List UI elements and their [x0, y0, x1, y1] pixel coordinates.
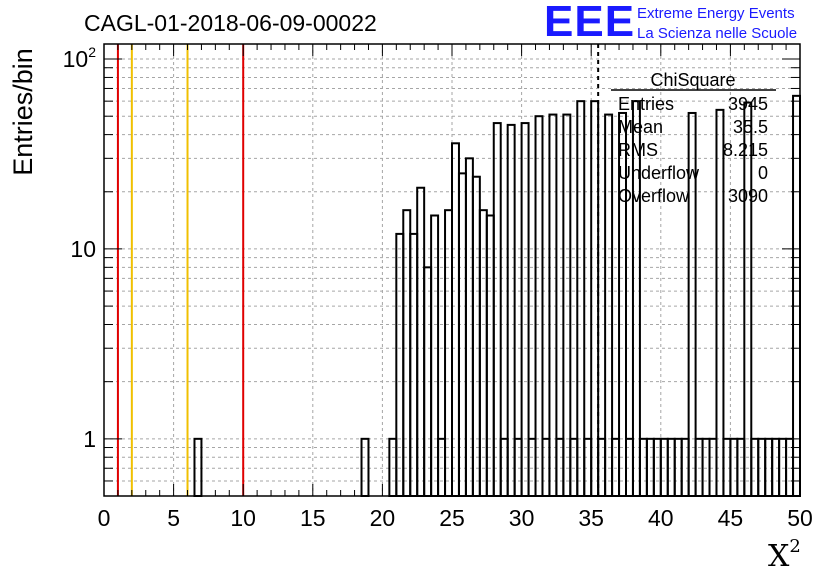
stats-row-label: Overflow [618, 186, 690, 206]
stats-row-label: Mean [618, 117, 663, 137]
x-axis-label: X2 [768, 536, 801, 572]
histogram-bin [409, 232, 419, 497]
histogram-bin [471, 175, 481, 497]
y-axis-label: Entries/bin [8, 48, 38, 176]
chart-title: CAGL-01-2018-06-09-00022 [84, 10, 377, 36]
x-tick-label: 25 [439, 505, 465, 531]
stats-row-value: 8.215 [723, 140, 768, 160]
histogram-bin [715, 108, 725, 497]
x-tick-label: 45 [718, 505, 744, 531]
histogram-bin [451, 142, 460, 497]
y-tick-label: 10 [70, 236, 96, 262]
x-tick-label: 40 [648, 505, 674, 531]
histogram-bin [631, 100, 641, 498]
stats-row-label: RMS [618, 140, 658, 160]
stats-row-label: Underflow [618, 163, 700, 183]
histogram-bin [416, 186, 426, 497]
stats-row-value: 3945 [728, 94, 768, 114]
eee-logo-mark: EEE [544, 0, 636, 46]
histogram-bin [520, 122, 530, 498]
histogram-bin [590, 100, 600, 498]
stats-row-value: 35.5 [733, 117, 768, 137]
stats-row-value: 0 [758, 163, 768, 183]
logo-text-line1: Extreme Energy Events [637, 5, 795, 22]
histogram-bin [792, 94, 801, 497]
histogram-bin [492, 122, 502, 498]
stats-box-title: ChiSquare [650, 70, 735, 90]
histogram-bin [478, 209, 488, 497]
histogram-bin [743, 101, 753, 497]
histogram-bin [464, 157, 474, 497]
logo-text-line2: La Scienza nelle Scuole [637, 25, 798, 42]
y-tick-label: 1 [83, 426, 96, 452]
histogram-bin [506, 123, 516, 497]
x-tick-label: 30 [509, 505, 535, 531]
x-tick-label: 20 [370, 505, 396, 531]
stats-row-label: Entries [618, 94, 674, 114]
histogram-bin [395, 232, 405, 497]
histogram-bin [402, 209, 412, 497]
x-tick-label: 10 [230, 505, 256, 531]
histogram-bin [444, 209, 454, 497]
stats-row-value: 3090 [728, 186, 768, 206]
x-tick-label: 0 [98, 505, 111, 531]
x-tick-label: 5 [167, 505, 180, 531]
x-tick-label: 50 [787, 505, 813, 531]
x-tick-label: 35 [578, 505, 604, 531]
histogram-bin [576, 100, 586, 498]
x-tick-label: 15 [300, 505, 326, 531]
y-tick-label: 102 [63, 44, 97, 72]
